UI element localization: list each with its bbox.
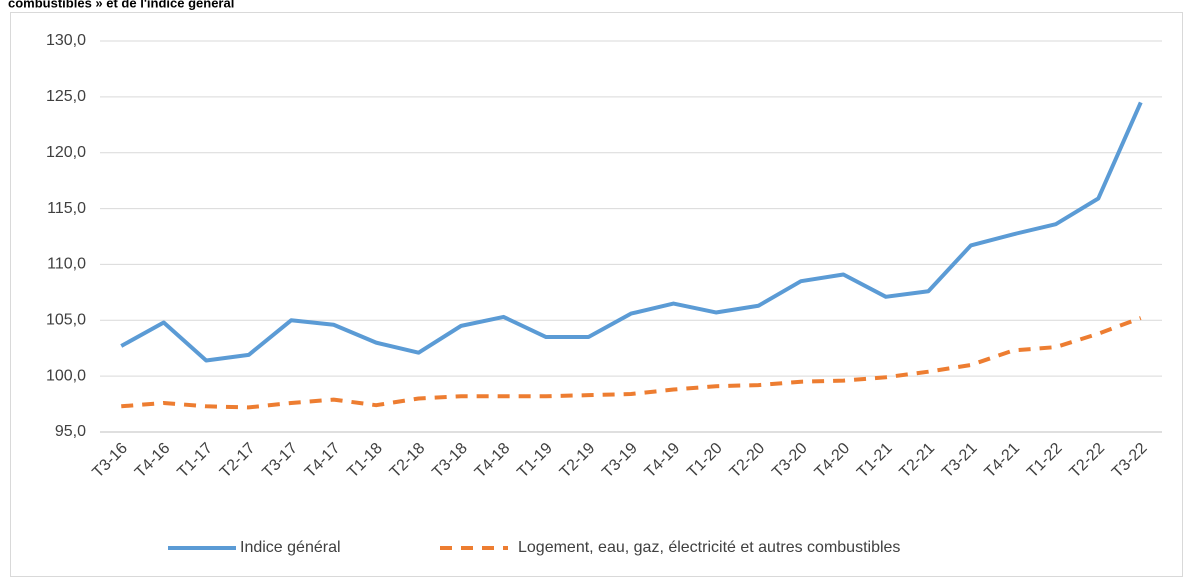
y-tick-label: 130,0 (46, 32, 86, 49)
y-tick-label: 95,0 (55, 423, 86, 440)
chart-title: combustibles » et de l'indice général (8, 0, 234, 10)
y-tick-label: 125,0 (46, 88, 86, 105)
y-tick-label: 115,0 (47, 200, 86, 217)
legend-label: Logement, eau, gaz, électricité et autre… (518, 539, 900, 556)
y-tick-label: 120,0 (46, 144, 86, 161)
chart-frame (10, 12, 1183, 577)
y-tick-label: 100,0 (46, 367, 86, 384)
series-line (120, 101, 1143, 363)
legend-label: Indice général (240, 539, 341, 556)
series-line (121, 316, 1142, 410)
y-tick-label: 110,0 (47, 256, 86, 273)
y-tick-label: 105,0 (46, 312, 86, 329)
